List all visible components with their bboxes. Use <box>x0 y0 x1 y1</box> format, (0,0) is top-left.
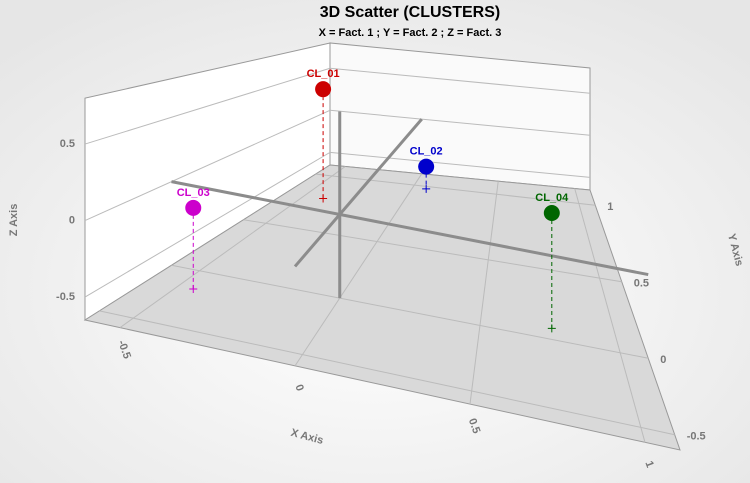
x-grid-line <box>294 173 423 367</box>
point <box>315 81 332 98</box>
floor-marker <box>319 194 328 203</box>
point <box>543 204 560 221</box>
y-tick-label: 0 <box>660 354 666 366</box>
point-label: CL_03 <box>177 187 210 199</box>
point <box>185 199 202 216</box>
origin-axis <box>171 180 649 277</box>
z-grid-line <box>84 67 331 145</box>
x-tick-label: 1 <box>642 459 655 469</box>
point-label: CL_01 <box>307 68 340 80</box>
y-grid-line <box>243 219 622 283</box>
y-grid-line <box>315 173 596 206</box>
y-tick-label: 1 <box>607 201 613 213</box>
floor-marker <box>547 324 556 333</box>
point-label: CL_02 <box>410 146 443 158</box>
chart-subtitle: X = Fact. 1 ; Y = Fact. 2 ; Z = Fact. 3 <box>319 27 502 39</box>
x-grid-line <box>469 181 499 405</box>
x-grid-line <box>574 188 646 443</box>
z-grid-line <box>329 67 591 94</box>
x-grid-line <box>119 166 346 329</box>
origin-axis <box>293 118 423 268</box>
x-tick-label: 0 <box>292 383 305 393</box>
x-tick-label: 0.5 <box>466 417 483 435</box>
point-label: CL_04 <box>535 192 569 204</box>
y-tick-label: 0.5 <box>634 278 649 290</box>
floor-marker <box>189 284 198 293</box>
z-grid-line <box>329 109 591 136</box>
y-grid-line <box>171 264 649 359</box>
z-tick-label: 0.5 <box>60 138 75 150</box>
z-grid-line <box>84 109 331 222</box>
floor-marker <box>422 184 431 193</box>
z-grid-line <box>329 151 591 178</box>
y-grid-line <box>99 310 675 436</box>
back-wall <box>329 42 591 191</box>
point <box>418 158 435 175</box>
chart-title: 3D Scatter (CLUSTERS) <box>320 4 500 21</box>
z-tick-label: 0 <box>69 214 75 226</box>
floor <box>83 164 681 451</box>
y-tick-label: -0.5 <box>687 431 706 443</box>
z-tick-label: -0.5 <box>56 291 75 303</box>
z-grid-line <box>84 151 331 298</box>
z-axis-title: Z Axis <box>8 204 20 237</box>
